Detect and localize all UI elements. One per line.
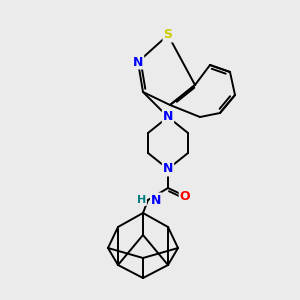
- Text: N: N: [151, 194, 161, 206]
- Text: O: O: [180, 190, 190, 202]
- Text: N: N: [133, 56, 143, 68]
- Text: S: S: [164, 28, 172, 41]
- Text: H: H: [137, 195, 146, 205]
- Text: N: N: [163, 110, 173, 124]
- Text: N: N: [163, 163, 173, 176]
